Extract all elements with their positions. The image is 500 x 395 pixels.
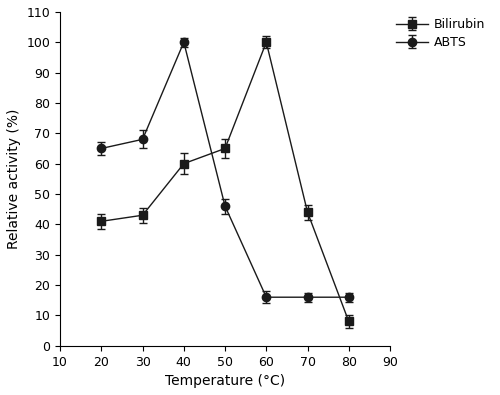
X-axis label: Temperature (°C): Temperature (°C) <box>165 374 285 388</box>
Legend: Bilirubin, ABTS: Bilirubin, ABTS <box>396 18 485 49</box>
Y-axis label: Relative activity (%): Relative activity (%) <box>7 109 21 249</box>
